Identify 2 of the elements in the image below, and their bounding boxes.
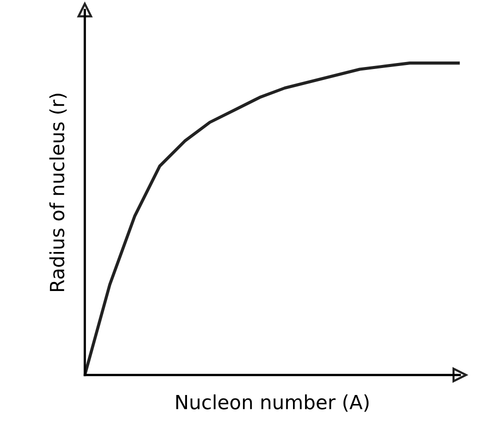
x-axis-title: Nucleon number (A) [176,394,369,412]
y-axis-title: Radius of nucleus (r) [49,94,67,291]
